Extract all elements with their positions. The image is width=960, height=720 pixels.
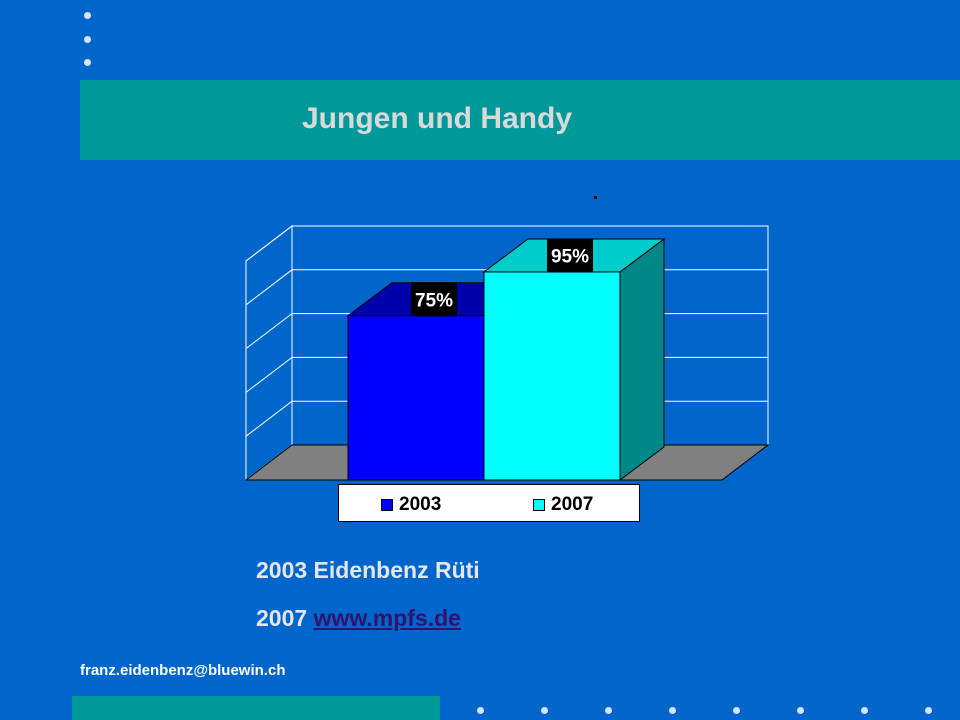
gridline-side <box>245 313 293 349</box>
data-label-box-2003 <box>411 282 457 317</box>
data-label-2003: 75% <box>415 290 453 311</box>
decor-dot <box>861 707 868 714</box>
legend-label-2007: 2007 <box>551 494 594 515</box>
bar-side-2007 <box>619 237 665 481</box>
gridline-side <box>245 269 293 306</box>
decor-dot <box>84 36 91 43</box>
legend-swatch-2007 <box>533 499 545 511</box>
bar-2003 <box>347 315 485 481</box>
data-label-box-2007 <box>547 238 593 273</box>
decor-dot <box>84 59 91 66</box>
mpfs-link[interactable]: www.mpfs.de <box>313 605 461 631</box>
decor-dot <box>669 707 676 714</box>
footer-band <box>72 696 440 720</box>
gridline-side <box>245 225 293 262</box>
decor-dot <box>605 707 612 714</box>
decor-dot <box>541 707 548 714</box>
gridline-side <box>245 400 293 437</box>
gridline-side <box>245 357 293 393</box>
decor-dot <box>84 12 91 19</box>
legend-swatch-2003 <box>381 499 393 511</box>
source-2003: 2003 Eidenbenz Rüti <box>256 557 480 583</box>
decor-dot <box>925 707 932 714</box>
source-2007-year: 2007 <box>256 605 308 631</box>
legend-label-2003: 2003 <box>399 494 442 515</box>
source-2007: 2007 www.mpfs.de <box>256 605 461 632</box>
stray-mark <box>594 196 597 199</box>
slide-title: Jungen und Handy <box>302 102 572 135</box>
decor-dot <box>733 707 740 714</box>
chart-side-wall <box>245 224 293 482</box>
contact-email: franz.eidenbenz@bluewin.ch <box>80 662 286 679</box>
decor-dot <box>477 707 484 714</box>
decor-dot <box>797 707 804 714</box>
title-band: Jungen und Handy <box>80 80 960 160</box>
chart-legend: 2003 2007 <box>338 484 640 522</box>
bar-2007 <box>483 271 621 481</box>
data-label-2007: 95% <box>551 246 589 267</box>
